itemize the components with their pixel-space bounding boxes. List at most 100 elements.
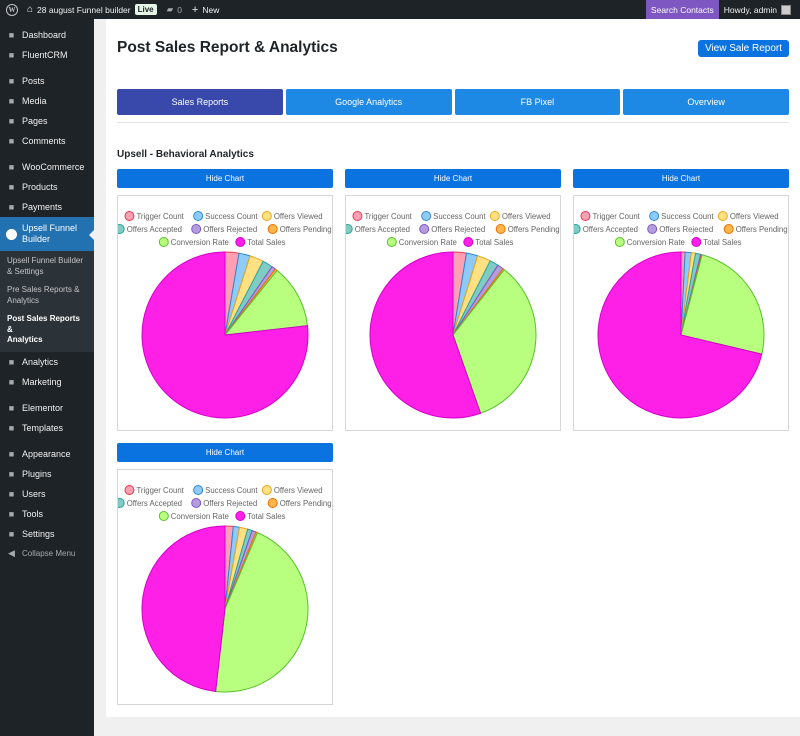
sidebar-item-posts[interactable]: ■ Posts [0, 71, 94, 91]
sidebar-item-label: WooCommerce [22, 162, 85, 172]
tab-overview[interactable]: Overview [623, 89, 789, 115]
legend-item[interactable]: Success Count [649, 211, 715, 221]
tab-google-analytics[interactable]: Google Analytics [285, 89, 452, 115]
legend-item[interactable]: Success Count [421, 211, 487, 221]
legend-item[interactable]: Total Sales [463, 237, 514, 247]
legend-item[interactable]: Offers Accepted [118, 224, 182, 234]
legend-item[interactable]: Offers Pending [267, 498, 332, 508]
legend-item[interactable]: Offers Rejected [419, 224, 486, 234]
legend-swatch [193, 211, 204, 221]
legend-item[interactable]: Conversion Rate [386, 237, 457, 247]
legend-swatch [352, 211, 363, 221]
legend-label: Success Count [661, 212, 714, 221]
sidebar-item-tools[interactable]: ■ Tools [0, 504, 94, 524]
legend-item[interactable]: Success Count [193, 485, 259, 495]
sidebar-item-media[interactable]: ■ Media [0, 91, 94, 111]
legend-item[interactable]: Offers Pending [495, 224, 560, 234]
site-name-link[interactable]: ⌂ 28 august Funnel builder Live [22, 0, 162, 19]
sidebar-item-payments[interactable]: ■ Payments [0, 197, 94, 217]
submenu-item-post-sales[interactable]: Post Sales Reports & Analytics [0, 312, 94, 348]
analytics-icon: ■ [8, 356, 15, 367]
search-contacts-button[interactable]: Search Contacts [645, 0, 719, 19]
new-content-link[interactable]: + New [187, 0, 224, 19]
sidebar-item-analytics[interactable]: ■ Analytics [0, 352, 94, 372]
sidebar-item-marketing[interactable]: ■ Marketing [0, 372, 94, 392]
account-menu[interactable]: Howdy, admin [719, 0, 800, 19]
chart-card: Hide Chart Trigger Count Success Count Off… [117, 443, 333, 705]
legend-swatch [191, 224, 202, 234]
legend-item[interactable]: Offers Viewed [717, 211, 779, 221]
hide-chart-button[interactable]: Hide Chart [345, 169, 561, 188]
hide-chart-button[interactable]: Hide Chart [573, 169, 789, 188]
legend-item[interactable]: Conversion Rate [158, 237, 229, 247]
sidebar-item-elementor[interactable]: ■ Elementor [0, 398, 94, 418]
submenu-label: Upsell Funnel Builder [7, 256, 84, 265]
sidebar-item-appearance[interactable]: ■ Appearance [0, 444, 94, 464]
legend-item[interactable]: Offers Viewed [489, 211, 551, 221]
submenu-item-pre-sales[interactable]: Pre Sales Reports & Analytics [0, 283, 94, 308]
legend-item[interactable]: Offers Accepted [118, 498, 182, 508]
sidebar-item-users[interactable]: ■ Users [0, 484, 94, 504]
legend-item[interactable]: Offers Accepted [346, 224, 410, 234]
legend-item[interactable]: Trigger Count [580, 211, 641, 221]
sidebar-item-plugins[interactable]: ■ Plugins [0, 464, 94, 484]
legend-swatch [235, 237, 246, 247]
pie-slice-conversion-rate[interactable] [223, 269, 309, 336]
legend-swatch [386, 237, 397, 247]
pie-slice-total-sales[interactable] [141, 251, 309, 419]
legend-swatch [193, 485, 204, 495]
legend-item[interactable]: Total Sales [235, 511, 286, 521]
sidebar-item-templates[interactable]: ■ Templates [0, 418, 94, 438]
legend-item[interactable]: Trigger Count [124, 211, 185, 221]
pie-slice-conversion-rate[interactable] [680, 254, 765, 355]
legend-item[interactable]: Offers Pending [723, 224, 788, 234]
legend-item[interactable]: Offers Viewed [261, 211, 323, 221]
legend-item[interactable]: Trigger Count [124, 485, 185, 495]
submenu-label: Analytics [7, 295, 40, 305]
legend-item[interactable]: Offers Rejected [191, 224, 258, 234]
comments-link[interactable]: ▰ 0 [162, 0, 187, 19]
sidebar-item-label: FluentCRM [22, 50, 68, 60]
sidebar-item-dashboard[interactable]: ■ Dashboard [0, 25, 94, 45]
pie-slice-total-sales[interactable] [369, 251, 482, 419]
pie-slice-conversion-rate[interactable] [452, 269, 537, 414]
hide-chart-button[interactable]: Hide Chart [117, 169, 333, 188]
legend-item[interactable]: Trigger Count [352, 211, 413, 221]
sidebar-item-settings[interactable]: ■ Settings [0, 524, 94, 544]
sidebar-item-label: Settings [22, 528, 55, 539]
pie-slice-conversion-rate[interactable] [215, 531, 309, 693]
legend-item[interactable]: Success Count [193, 211, 259, 221]
sidebar-item-fluentcrm[interactable]: ■ FluentCRM [0, 45, 94, 65]
legend-item[interactable]: Offers Rejected [647, 224, 714, 234]
legend-item[interactable]: Offers Viewed [261, 485, 323, 495]
legend-label: Offers Pending [508, 225, 560, 234]
sidebar-item-label: Products [22, 182, 58, 192]
view-sale-report-button[interactable]: View Sale Report [698, 40, 789, 57]
legend-item[interactable]: Offers Accepted [574, 224, 638, 234]
legend-swatch [580, 211, 591, 221]
sidebar-item-woocommerce[interactable]: ■ WooCommerce [0, 157, 94, 177]
legend-item[interactable]: Total Sales [691, 237, 742, 247]
legend-label: Conversion Rate [171, 512, 229, 521]
sidebar-item-upsell-funnel-builder[interactable]: Upsell Funnel Builder [0, 217, 95, 251]
products-icon: ■ [8, 182, 15, 192]
legend-item[interactable]: Total Sales [235, 237, 286, 247]
submenu-item-builder-settings[interactable]: Upsell Funnel Builder & Settings [0, 254, 94, 279]
sidebar-item-comments[interactable]: ■ Comments [0, 131, 94, 151]
hide-chart-button[interactable]: Hide Chart [117, 443, 333, 462]
pie-slice-total-sales[interactable] [597, 251, 763, 419]
wordpress-logo-icon[interactable]: W [2, 0, 22, 19]
tab-fb-pixel[interactable]: FB Pixel [454, 89, 621, 115]
legend-item[interactable]: Offers Rejected [191, 498, 258, 508]
chart-container: Trigger Count Success Count Offers Viewed O… [345, 195, 561, 431]
sidebar-item-pages[interactable]: ■ Pages [0, 111, 94, 131]
pie-slice-total-sales[interactable] [141, 525, 226, 693]
legend-item[interactable]: Offers Pending [267, 224, 332, 234]
legend-item[interactable]: Conversion Rate [614, 237, 685, 247]
sidebar-item-products[interactable]: ■ Products [0, 177, 94, 197]
legend-item[interactable]: Conversion Rate [158, 511, 229, 521]
tab-sales-reports[interactable]: Sales Reports [117, 89, 283, 115]
collapse-menu-button[interactable]: ◀ Collapse Menu [0, 544, 94, 564]
fluentcrm-icon: ■ [8, 50, 15, 60]
report-tabs: Sales Reports Google Analytics FB Pixel … [117, 89, 789, 115]
